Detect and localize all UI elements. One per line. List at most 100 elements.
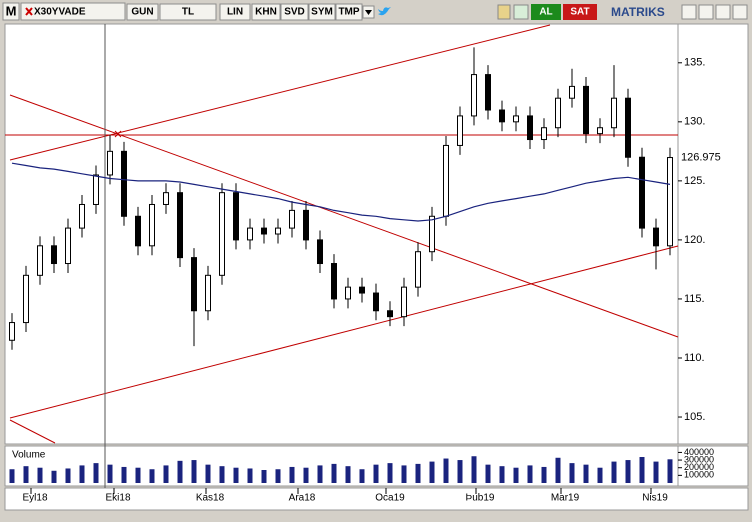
candle-body xyxy=(387,310,393,318)
candle-body xyxy=(471,74,477,117)
candle-body xyxy=(541,127,547,141)
toolbar-button-label: GUN xyxy=(131,7,153,18)
candle-body xyxy=(191,257,197,312)
volume-bar xyxy=(135,467,141,483)
volume-bar xyxy=(177,460,183,483)
volume-bar xyxy=(79,465,85,483)
candle-body xyxy=(219,192,225,276)
volume-bar xyxy=(107,464,113,483)
volume-bar xyxy=(583,464,589,483)
candle-body xyxy=(23,274,29,324)
toolbar-button[interactable] xyxy=(126,3,159,21)
toolbar-button[interactable] xyxy=(159,3,217,21)
window-button[interactable] xyxy=(715,4,731,20)
candle-body xyxy=(555,97,561,129)
candle-body xyxy=(597,127,603,135)
volume-bar xyxy=(415,463,421,483)
candle-body xyxy=(37,245,43,276)
volume-bar xyxy=(597,467,603,483)
candle-body xyxy=(177,192,183,259)
toolbar-button[interactable] xyxy=(335,3,363,21)
toolbar-button[interactable] xyxy=(251,3,281,21)
tool-icon[interactable] xyxy=(497,4,511,20)
volume-bar xyxy=(527,465,533,483)
volume-bar xyxy=(513,467,519,483)
volume-bar xyxy=(499,466,505,483)
trend-line xyxy=(9,419,56,444)
candle-body xyxy=(373,292,379,312)
volume-bar xyxy=(65,468,71,483)
candle-body xyxy=(639,156,645,229)
buy-button[interactable] xyxy=(531,4,561,20)
candle-body xyxy=(415,251,421,288)
candle-body xyxy=(359,286,365,294)
candle-body xyxy=(135,215,141,247)
tool-icon[interactable] xyxy=(513,4,529,20)
volume-bar xyxy=(387,463,393,483)
sell-button[interactable] xyxy=(563,4,597,20)
marker xyxy=(114,130,122,138)
last-price-box xyxy=(679,150,727,165)
candle-body xyxy=(121,150,127,217)
volume-tick-label: 300000 xyxy=(684,454,714,464)
x-tick-label: Nis19 xyxy=(642,493,668,504)
x-tick-label: Þub19 xyxy=(466,493,495,504)
volume-bar xyxy=(359,469,365,483)
volume-bar xyxy=(653,461,659,483)
trend-line xyxy=(9,245,679,419)
toolbar-button-label: LIN xyxy=(227,7,243,18)
volume-bar xyxy=(429,461,435,483)
toolbar-button-label: TMP xyxy=(338,7,359,18)
last-price: 126.975 xyxy=(681,151,721,163)
candle-body xyxy=(401,286,407,318)
toolbar-button[interactable] xyxy=(219,3,251,21)
candle-body xyxy=(653,227,659,247)
volume-bar xyxy=(555,457,561,483)
moving-average xyxy=(11,162,671,222)
close-icon xyxy=(25,7,33,16)
volume-bar xyxy=(149,469,155,483)
candle-body xyxy=(289,209,295,229)
toolbar-button[interactable] xyxy=(280,3,309,21)
candle-body xyxy=(569,85,575,99)
candle-body xyxy=(65,227,71,265)
volume-bar xyxy=(457,460,463,483)
y-tick-label: 110. xyxy=(684,352,705,364)
volume-axis xyxy=(677,445,749,487)
menu-label: M xyxy=(6,3,17,18)
candle-body xyxy=(205,274,211,312)
candle-body xyxy=(485,74,491,111)
candle-body xyxy=(513,115,519,123)
candle-body xyxy=(107,150,113,176)
volume-bar xyxy=(303,467,309,483)
candle-body xyxy=(457,115,463,146)
volume-panel xyxy=(4,445,679,487)
window-button[interactable] xyxy=(732,4,748,20)
candle-body xyxy=(583,85,589,135)
twitter-icon[interactable] xyxy=(378,7,391,16)
toolbar-button-label: TL xyxy=(182,7,194,18)
volume-tick-label: 100000 xyxy=(684,470,714,480)
volume-bar xyxy=(205,464,211,483)
candle-body xyxy=(317,239,323,265)
volume-bar xyxy=(401,465,407,483)
candle-body xyxy=(51,245,57,265)
candle-body xyxy=(345,286,351,300)
toolbar-button[interactable] xyxy=(308,3,336,21)
trend-lines xyxy=(5,24,679,444)
volume-bar xyxy=(317,465,323,483)
volume-bar xyxy=(233,467,239,483)
candle-body xyxy=(429,215,435,253)
y-tick-label: 135. xyxy=(684,57,705,69)
candle-body xyxy=(163,192,169,205)
volume-label: Volume xyxy=(12,450,46,461)
window-button[interactable] xyxy=(698,4,714,20)
candle-body xyxy=(79,203,85,229)
window-button[interactable] xyxy=(681,4,697,20)
menu-button[interactable] xyxy=(2,2,20,21)
volume-bar xyxy=(247,468,253,483)
symbol-box[interactable] xyxy=(20,2,126,21)
candle-body xyxy=(261,227,267,235)
candle-body xyxy=(331,263,337,300)
volume-bar xyxy=(667,459,673,483)
